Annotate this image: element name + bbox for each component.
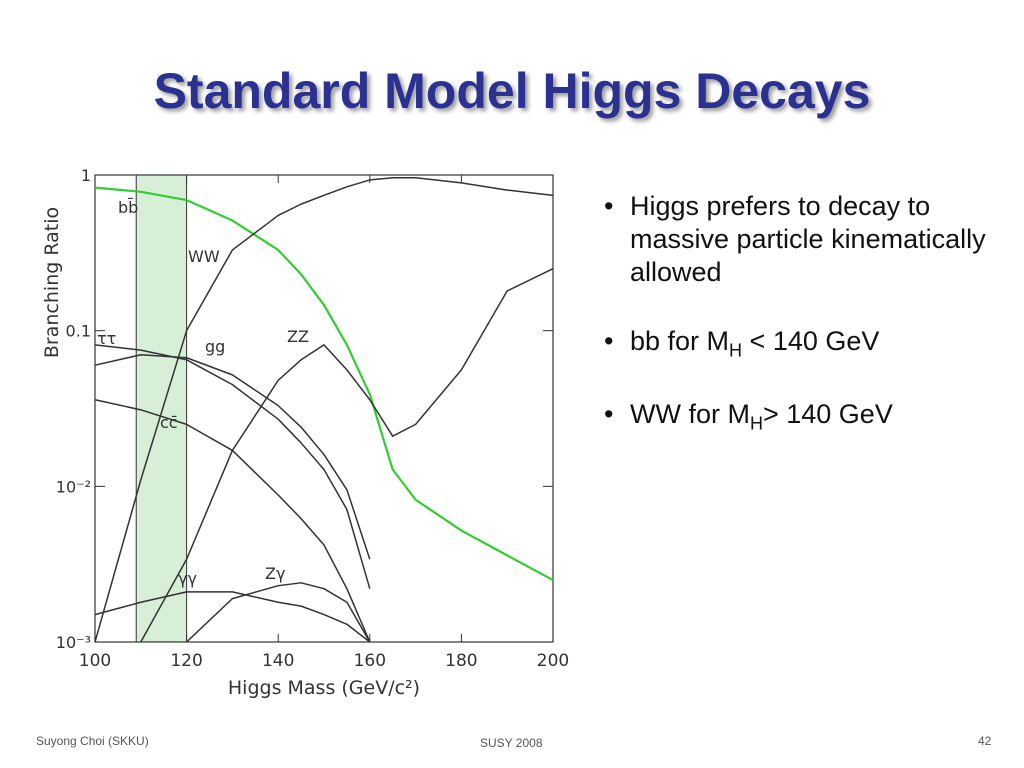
bullet-text: H <box>749 413 763 434</box>
series-line <box>140 268 554 643</box>
series-label: Zγ <box>265 564 285 583</box>
page-number: 42 <box>978 734 992 748</box>
series-label: γγ <box>178 569 197 588</box>
footer-event: SUSY 2008 <box>480 736 543 750</box>
bullet-text: bb for M <box>630 325 730 356</box>
bullet: WW for MH> 140 GeV <box>598 398 1008 435</box>
shaded-band <box>135 174 188 643</box>
x-tick-label: 140 <box>262 651 294 671</box>
series-label: ZZ <box>287 327 309 346</box>
series-line <box>94 591 371 643</box>
series-label: ττ <box>97 329 116 348</box>
series-label: cc̄ <box>160 413 178 432</box>
bullet: Higgs prefers to decay to massive partic… <box>598 190 1008 289</box>
y-tick-label: 1 <box>81 166 91 185</box>
series-line <box>94 344 371 589</box>
y-tick-label: 10⁻³ <box>56 633 91 652</box>
series-line <box>94 354 371 560</box>
y-axis-label: Branching Ratio <box>41 207 63 358</box>
y-tick-label: 10⁻² <box>56 477 91 496</box>
y-tick-label: 0.1 <box>66 322 91 341</box>
bullet-text: WW for M <box>630 399 750 430</box>
x-tick-label: 100 <box>79 651 111 671</box>
bullet-list: Higgs prefers to decay to massive partic… <box>598 190 1008 472</box>
series-label: gg <box>205 337 225 356</box>
series-line <box>186 582 371 643</box>
series-line <box>94 186 554 582</box>
bullet-text: < 140 GeV <box>742 325 880 356</box>
chart: 100 120 140 160 180 200 10⁻³ 10⁻² 0.1 1 Higgs Mass… <box>41 166 569 699</box>
x-tick-label: 120 <box>170 651 202 671</box>
x-tick-label: 200 <box>537 651 569 671</box>
plot-frame <box>94 174 554 643</box>
x-axis-label: Higgs Mass (GeV/c²) <box>228 677 420 699</box>
x-tick-label: 160 <box>354 651 386 671</box>
x-tick-label: 180 <box>445 651 477 671</box>
series-line <box>94 177 554 643</box>
bullet: bb for MH < 140 GeV <box>598 325 1008 362</box>
bullet-text: H <box>729 340 743 361</box>
bullet-text: > 140 GeV <box>762 399 893 430</box>
bullet-text: Higgs prefers to decay to massive partic… <box>630 191 986 287</box>
series-line <box>94 399 371 643</box>
slide-title: Standard Model Higgs Decays <box>153 63 871 119</box>
series-label: bb̄ <box>118 198 138 217</box>
series-label: WW <box>188 247 220 266</box>
footer-author: Suyong Choi (SKKU) <box>36 734 149 748</box>
